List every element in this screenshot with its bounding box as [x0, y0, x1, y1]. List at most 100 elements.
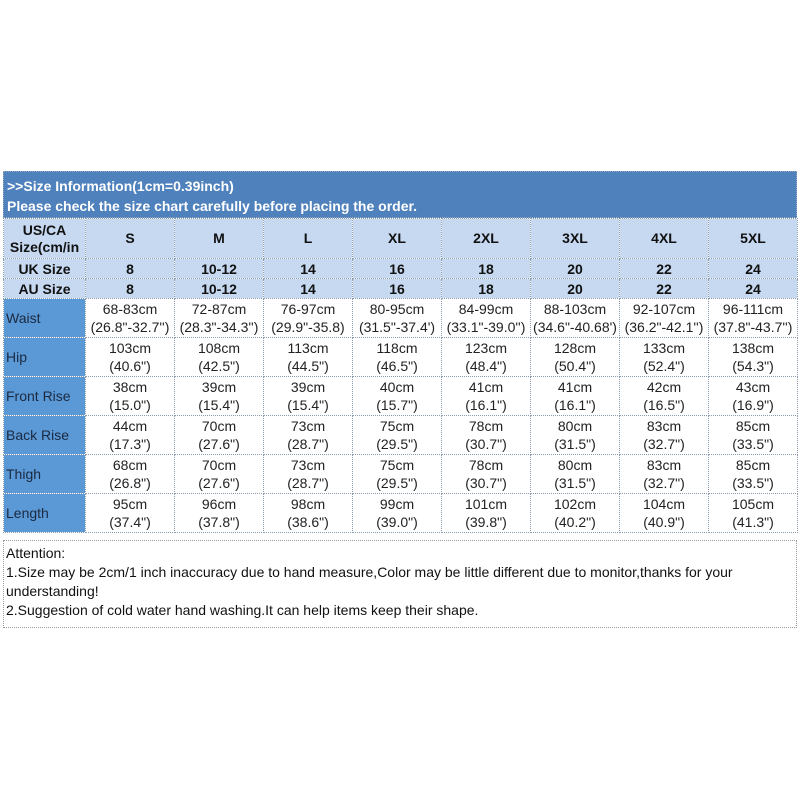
- size-header-row: AU Size 8 10-12 14 16 18 20 22 24: [3, 278, 798, 299]
- measurement-cell: 75cm (29.5"): [352, 415, 442, 455]
- measurement-cell-text: 70cm: [201, 457, 237, 473]
- measurement-cell-text: 128cm: [553, 340, 597, 356]
- size-info-title: >>Size Information(1cm=0.39inch): [7, 178, 234, 194]
- size-cell: 8: [85, 258, 175, 279]
- measurement-label: Back Rise: [3, 415, 86, 455]
- size-cell-text: 20: [567, 260, 583, 277]
- measurement-cell-text: 41cm: [557, 379, 593, 395]
- measurement-cell: 78cm (30.7"): [441, 415, 531, 455]
- measurement-cell-text: 84-99cm: [458, 301, 514, 317]
- measurement-cell-text: (28.3"-34.3''): [179, 319, 259, 335]
- size-header-row: US/CA Size(cm/in S M L XL 2XL 3XL 4XL 5XL: [3, 218, 798, 259]
- measurement-cell-text: (15.7"): [376, 397, 418, 413]
- size-cell: XL: [352, 218, 442, 259]
- measurement-cell-text: (37.8"-43.7''): [713, 319, 793, 335]
- measurement-cell-text: (37.8"): [198, 514, 240, 530]
- measurement-cell: 83cm (32.7"): [619, 454, 709, 494]
- size-cell: 22: [619, 278, 709, 299]
- measurement-cell-text: 38cm: [112, 379, 148, 395]
- measurement-cell-text: 76-97cm: [280, 301, 336, 317]
- size-chart: >>Size Information(1cm=0.39inch) Please …: [3, 171, 798, 533]
- measurement-cell-text: 44cm: [112, 418, 148, 434]
- size-cell-text: 5XL: [740, 230, 766, 246]
- size-cell-text: 16: [389, 280, 405, 297]
- header-label-cell: US/CA Size(cm/in: [3, 218, 86, 259]
- measurement-label: Front Rise: [3, 376, 86, 416]
- measurement-cell-text: (16.1"): [554, 397, 596, 413]
- measurement-cell: 138cm (54.3"): [708, 337, 798, 377]
- measurement-cell: 102cm (40.2"): [530, 493, 620, 533]
- measurement-cell-text: 98cm: [290, 496, 326, 512]
- measurement-cell-text: (33.5"): [732, 436, 774, 452]
- measurement-cell-text: (39.0"): [376, 514, 418, 530]
- measurement-cell-text: (54.3"): [732, 358, 774, 374]
- size-cell: 14: [263, 258, 353, 279]
- measurement-cell-text: (31.5"-37.4'): [358, 319, 436, 335]
- size-cell: 16: [352, 278, 442, 299]
- measurement-label-text: Front Rise: [6, 388, 71, 404]
- measurement-cell: 38cm (15.0"): [85, 376, 175, 416]
- measurement-cell: 43cm (16.9"): [708, 376, 798, 416]
- measurement-label: Length: [3, 493, 86, 533]
- measurement-cell-text: 39cm: [201, 379, 237, 395]
- title-band: >>Size Information(1cm=0.39inch) Please …: [3, 171, 797, 218]
- measurement-label-text: Back Rise: [6, 427, 70, 443]
- measurement-cell-text: 73cm: [290, 457, 326, 473]
- measurement-cell-text: 78cm: [468, 418, 504, 434]
- size-cell-text: 10-12: [201, 280, 237, 297]
- measurement-cell-text: 75cm: [379, 418, 415, 434]
- measurement-cell-text: (27.6"): [198, 436, 240, 452]
- measurement-cell-text: 138cm: [731, 340, 775, 356]
- measurement-cell-text: 113cm: [287, 340, 329, 356]
- size-cell-text: M: [213, 230, 225, 246]
- measurement-cell-text: (31.5"): [554, 475, 596, 491]
- measurement-cell-text: (40.6"): [109, 358, 151, 374]
- measurement-row: Thigh 68cm (26.8") 70cm (27.6") 73cm (28.7") 75…: [3, 454, 798, 494]
- attention-item: 2.Suggestion of cold water hand washing.…: [6, 602, 479, 618]
- measurement-cell: 92-107cm (36.2"-42.1''): [619, 298, 709, 338]
- measurement-cell-text: 72-87cm: [191, 301, 247, 317]
- measurement-cell-text: (52.4"): [643, 358, 685, 374]
- measurement-cell-text: 68cm: [112, 457, 148, 473]
- measurement-cell: 96cm (37.8"): [174, 493, 264, 533]
- header-label-text: AU Size: [18, 280, 71, 297]
- size-cell-text: 16: [389, 260, 405, 277]
- measurement-row: Back Rise 44cm (17.3") 70cm (27.6") 73cm (28.7…: [3, 415, 798, 455]
- measurement-cell-text: 101cm: [464, 496, 508, 512]
- size-table: US/CA Size(cm/in S M L XL 2XL 3XL 4XL 5XL UK Size…: [3, 218, 798, 533]
- measurement-cell-text: (16.5"): [643, 397, 685, 413]
- measurement-cell-text: (26.8"-32.7''): [90, 319, 170, 335]
- measurement-cell-text: 102cm: [553, 496, 597, 512]
- size-cell-text: 24: [745, 280, 761, 297]
- measurement-cell: 68-83cm (26.8"-32.7''): [85, 298, 175, 338]
- measurement-cell: 113cm (44.5"): [263, 337, 353, 377]
- size-cell: 10-12: [174, 278, 264, 299]
- header-label-text: UK Size: [18, 260, 71, 277]
- measurement-cell: 72-87cm (28.3"-34.3''): [174, 298, 264, 338]
- measurement-cell-text: 123cm: [464, 340, 508, 356]
- measurement-cell: 39cm (15.4"): [263, 376, 353, 416]
- measurement-cell-text: (36.2"-42.1''): [624, 319, 704, 335]
- measurement-cell-text: 70cm: [201, 418, 237, 434]
- measurement-cell: 103cm (40.6"): [85, 337, 175, 377]
- measurement-cell-text: (40.9"): [643, 514, 685, 530]
- measurement-cell: 95cm (37.4"): [85, 493, 175, 533]
- measurement-cell-text: 88-103cm: [543, 301, 607, 317]
- measurement-cell: 133cm (52.4"): [619, 337, 709, 377]
- size-cell-text: XL: [388, 230, 406, 246]
- measurement-cell-text: 133cm: [642, 340, 686, 356]
- measurement-cell: 85cm (33.5"): [708, 454, 798, 494]
- size-cell: 20: [530, 278, 620, 299]
- size-cell: 24: [708, 258, 798, 279]
- measurement-cell-text: 83cm: [646, 457, 682, 473]
- measurement-cell-text: (48.4"): [465, 358, 507, 374]
- measurement-cell-text: (42.5"): [198, 358, 240, 374]
- size-info-subtitle: Please check the size chart carefully be…: [7, 198, 418, 214]
- measurement-cell-text: (29.5"): [376, 475, 418, 491]
- measurement-label-text: Thigh: [6, 466, 42, 482]
- measurement-cell-text: (17.3"): [109, 436, 151, 452]
- measurement-cell-text: (30.7"): [465, 436, 507, 452]
- measurement-cell: 41cm (16.1"): [530, 376, 620, 416]
- measurement-cell: 70cm (27.6"): [174, 415, 264, 455]
- measurement-cell-text: 92-107cm: [632, 301, 696, 317]
